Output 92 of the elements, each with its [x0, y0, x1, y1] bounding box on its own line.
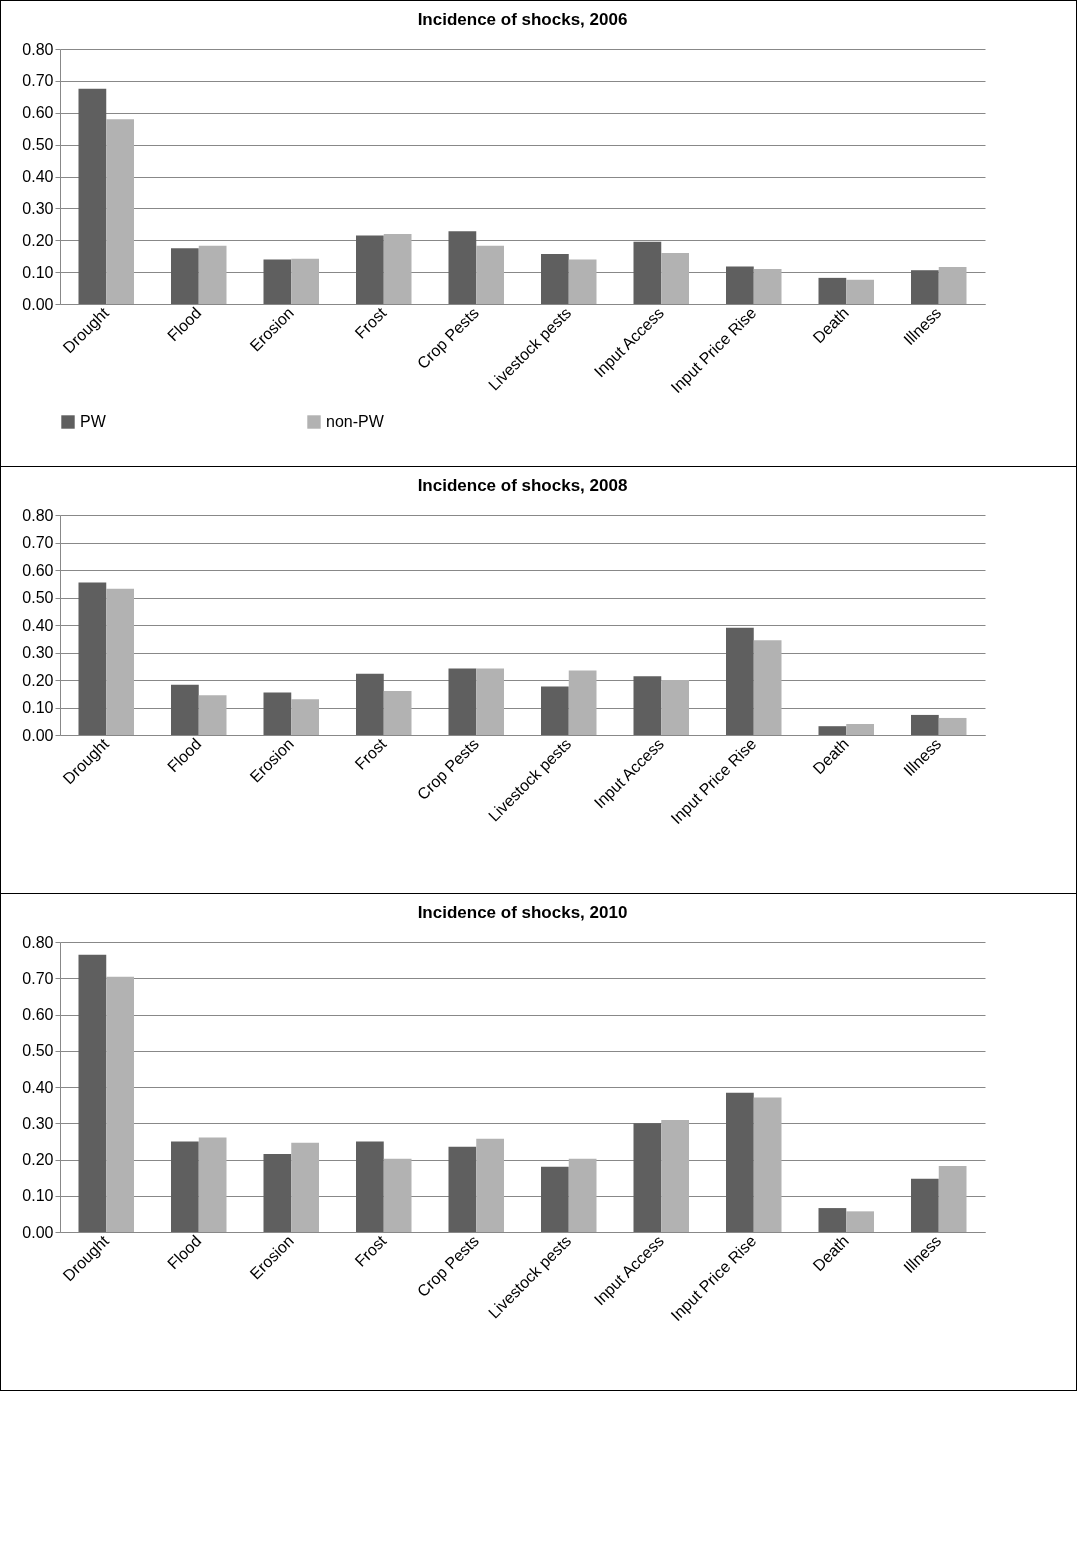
bar — [541, 1166, 569, 1232]
bar — [633, 676, 662, 735]
bar — [541, 686, 569, 735]
bar — [171, 248, 199, 304]
bar — [911, 1178, 939, 1232]
bar — [171, 1141, 199, 1232]
bar — [753, 640, 782, 735]
y-tick-label: 0.80 — [22, 40, 54, 58]
bar — [106, 976, 134, 1232]
y-tick-label: 0.20 — [22, 231, 54, 249]
y-tick-label: 0.30 — [22, 644, 54, 661]
bar — [78, 582, 107, 735]
bar — [106, 588, 134, 735]
bar — [476, 245, 504, 304]
chart-title: Incidence of shocks, 2010 — [417, 903, 628, 922]
bar — [568, 670, 597, 735]
legend-label: non-PW — [326, 413, 385, 430]
y-tick-label: 0.10 — [22, 699, 54, 716]
y-tick-label: 0.40 — [22, 168, 54, 185]
bar — [263, 1154, 292, 1232]
bar — [938, 1166, 967, 1232]
bar — [106, 119, 134, 304]
bar — [263, 259, 292, 304]
bar — [661, 680, 689, 735]
bar — [846, 1211, 874, 1232]
y-tick-label: 0.10 — [22, 263, 54, 281]
bar — [476, 1138, 504, 1232]
y-tick-label: 0.10 — [22, 1187, 54, 1205]
bar — [198, 1137, 227, 1232]
bar — [383, 1158, 412, 1232]
y-tick-label: 0.70 — [22, 72, 54, 90]
bar — [726, 266, 754, 304]
bar — [448, 231, 477, 304]
bar — [633, 1123, 662, 1232]
bar — [846, 724, 874, 735]
bar — [198, 245, 227, 304]
bar — [911, 714, 939, 735]
bar — [846, 279, 874, 304]
bar — [291, 699, 319, 735]
bar — [818, 1208, 847, 1232]
bar — [448, 1146, 477, 1232]
bar — [753, 268, 782, 304]
chart-title: Incidence of shocks, 2006 — [417, 10, 628, 29]
bar — [661, 253, 689, 304]
bar — [356, 235, 384, 304]
y-tick-label: 0.20 — [22, 1151, 54, 1168]
y-tick-label: 0.40 — [22, 1078, 54, 1096]
y-tick-label: 0.60 — [22, 104, 54, 122]
legend-label: PW — [80, 413, 107, 430]
bar — [541, 253, 569, 304]
bar — [263, 692, 292, 735]
bar — [633, 241, 662, 304]
bar — [726, 627, 754, 735]
bar — [171, 684, 199, 735]
bar — [356, 1141, 384, 1232]
bar — [568, 259, 597, 304]
bar — [818, 277, 847, 304]
bar — [726, 1092, 754, 1232]
y-tick-label: 0.70 — [22, 534, 54, 551]
bar — [78, 88, 107, 304]
bar — [383, 233, 412, 304]
bar — [753, 1097, 782, 1232]
y-tick-label: 0.40 — [22, 616, 54, 634]
y-tick-label: 0.70 — [22, 969, 54, 987]
y-tick-label: 0.60 — [22, 561, 54, 579]
bar — [818, 726, 847, 735]
bar — [448, 668, 477, 735]
bar — [661, 1119, 689, 1232]
bar — [383, 691, 412, 735]
y-tick-label: 0.50 — [22, 136, 54, 154]
y-tick-label: 0.80 — [22, 506, 54, 524]
y-tick-label: 0.20 — [22, 671, 54, 689]
y-tick-label: 0.80 — [22, 933, 54, 951]
y-tick-label: 0.00 — [22, 295, 54, 313]
y-tick-label: 0.60 — [22, 1006, 54, 1023]
bar — [198, 695, 227, 735]
bar — [568, 1158, 597, 1232]
bar — [938, 717, 967, 735]
y-tick-label: 0.50 — [22, 1042, 54, 1060]
y-tick-label: 0.00 — [22, 726, 54, 744]
bar — [291, 1142, 319, 1232]
y-tick-label: 0.30 — [22, 1114, 54, 1132]
y-tick-label: 0.00 — [22, 1223, 54, 1241]
chart-title: Incidence of shocks, 2008 — [417, 476, 628, 495]
bar — [291, 258, 319, 304]
bar — [78, 954, 107, 1232]
bar — [911, 270, 939, 304]
bar — [476, 668, 504, 735]
y-tick-label: 0.30 — [22, 199, 54, 217]
bar — [356, 673, 384, 735]
y-tick-label: 0.50 — [22, 589, 54, 606]
bar — [938, 267, 967, 304]
